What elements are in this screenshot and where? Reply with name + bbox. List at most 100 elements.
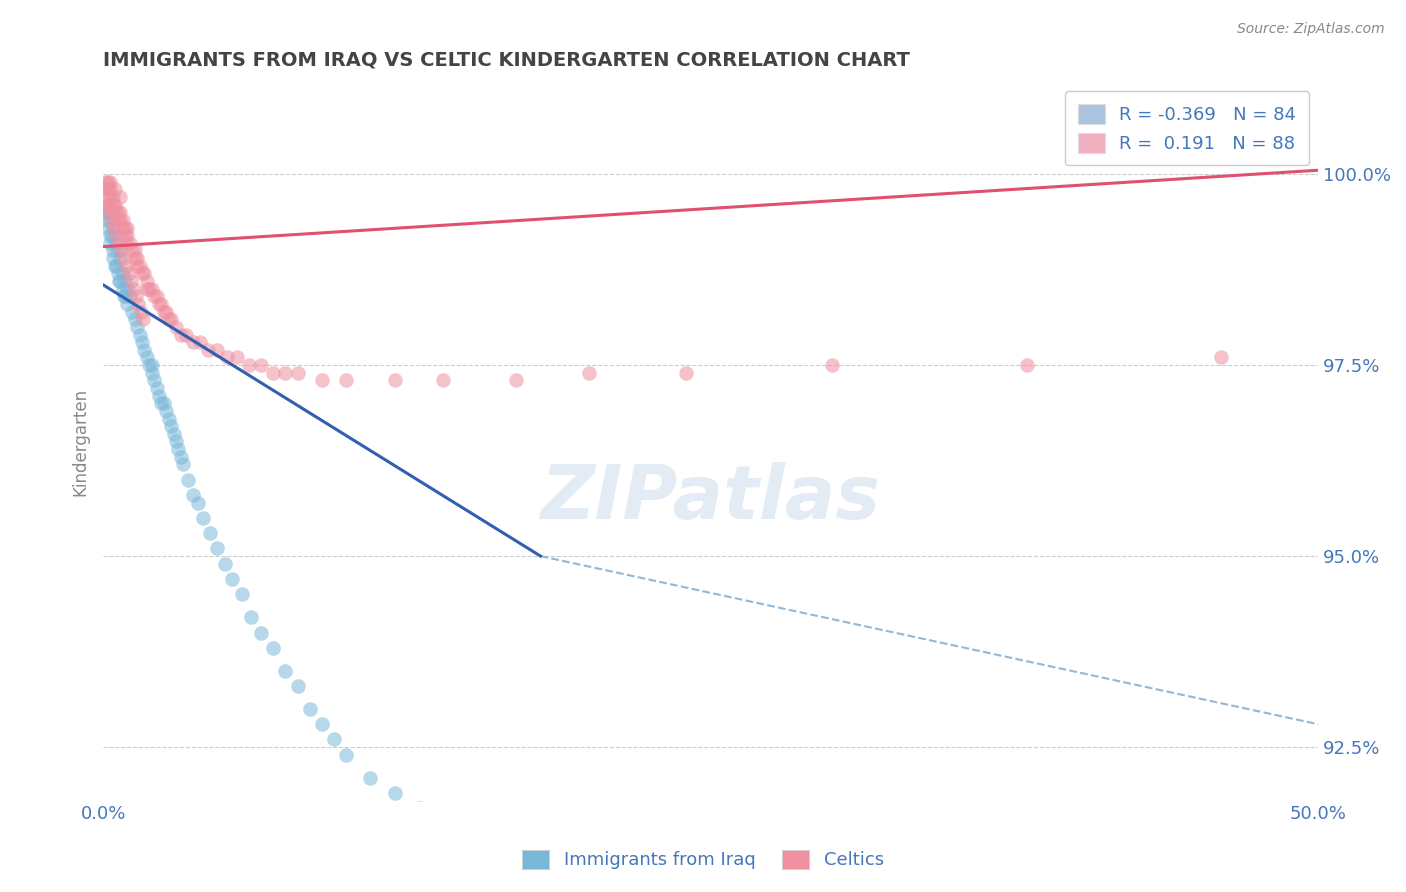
Point <box>141 366 163 380</box>
Point <box>172 458 194 472</box>
Point <box>101 197 124 211</box>
Point <box>101 205 124 219</box>
Point <box>457 831 479 846</box>
Point <box>274 664 297 678</box>
Point <box>100 228 122 243</box>
Point <box>94 205 117 219</box>
Point <box>100 175 122 189</box>
Point <box>215 351 238 365</box>
Point <box>117 228 139 243</box>
Point <box>148 297 170 311</box>
Point <box>311 373 333 387</box>
Point <box>132 312 155 326</box>
Point <box>165 319 187 334</box>
Point <box>240 610 263 624</box>
Point <box>155 404 177 418</box>
Point <box>100 190 122 204</box>
Point <box>148 389 170 403</box>
Point <box>505 373 527 387</box>
Point <box>108 213 131 227</box>
Point <box>127 319 149 334</box>
Point <box>181 335 204 350</box>
Point <box>117 266 139 280</box>
Point <box>111 213 134 227</box>
Point <box>274 366 297 380</box>
Y-axis label: Kindergarten: Kindergarten <box>72 387 89 496</box>
Point <box>131 335 153 350</box>
Point <box>198 526 221 541</box>
Point <box>111 282 134 296</box>
Point <box>287 366 309 380</box>
Point <box>675 366 697 380</box>
Point <box>298 702 321 716</box>
Point <box>94 182 117 196</box>
Point <box>578 366 600 380</box>
Point <box>141 282 163 296</box>
Point <box>157 411 180 425</box>
Point <box>162 426 184 441</box>
Point <box>115 259 138 273</box>
Point <box>104 197 127 211</box>
Point <box>117 235 139 250</box>
Point <box>105 259 128 273</box>
Point <box>100 228 122 243</box>
Point <box>134 343 156 357</box>
Point <box>114 274 136 288</box>
Point <box>97 175 120 189</box>
Point <box>108 274 131 288</box>
Point <box>98 205 121 219</box>
Text: IMMIGRANTS FROM IRAQ VS CELTIC KINDERGARTEN CORRELATION CHART: IMMIGRANTS FROM IRAQ VS CELTIC KINDERGAR… <box>103 51 910 70</box>
Point <box>187 495 209 509</box>
Point <box>157 312 180 326</box>
Point <box>170 450 193 464</box>
Point <box>98 205 121 219</box>
Point <box>225 351 247 365</box>
Point <box>96 197 118 211</box>
Point <box>191 511 214 525</box>
Text: ZIPatlas: ZIPatlas <box>541 462 880 535</box>
Point <box>153 304 176 318</box>
Point <box>118 289 141 303</box>
Point <box>432 816 454 830</box>
Point <box>117 297 139 311</box>
Point <box>101 244 124 258</box>
Point <box>231 587 253 601</box>
Point <box>262 640 284 655</box>
Point <box>107 244 129 258</box>
Point <box>128 327 150 342</box>
Point <box>107 205 129 219</box>
Point <box>107 266 129 280</box>
Point <box>107 213 129 227</box>
Point <box>101 251 124 265</box>
Point <box>481 847 503 862</box>
Legend: Immigrants from Iraq, Celtics: Immigrants from Iraq, Celtics <box>513 840 893 879</box>
Point <box>100 235 122 250</box>
Point <box>112 251 135 265</box>
Point <box>221 572 243 586</box>
Point <box>238 358 260 372</box>
Point <box>197 343 219 357</box>
Text: Source: ZipAtlas.com: Source: ZipAtlas.com <box>1237 22 1385 37</box>
Point <box>114 220 136 235</box>
Point <box>110 244 132 258</box>
Point <box>97 182 120 196</box>
Point <box>124 251 146 265</box>
Point <box>207 343 229 357</box>
Point <box>150 297 173 311</box>
Point <box>121 304 143 318</box>
Point <box>1015 358 1038 372</box>
Point <box>145 381 167 395</box>
Point <box>105 228 128 243</box>
Point <box>97 190 120 204</box>
Point <box>821 358 844 372</box>
Point <box>108 190 131 204</box>
Point <box>135 274 157 288</box>
Point <box>250 358 273 372</box>
Point <box>112 289 135 303</box>
Point <box>160 312 183 326</box>
Point <box>138 282 160 296</box>
Point <box>120 274 142 288</box>
Point <box>127 297 149 311</box>
Point <box>155 304 177 318</box>
Point <box>150 396 173 410</box>
